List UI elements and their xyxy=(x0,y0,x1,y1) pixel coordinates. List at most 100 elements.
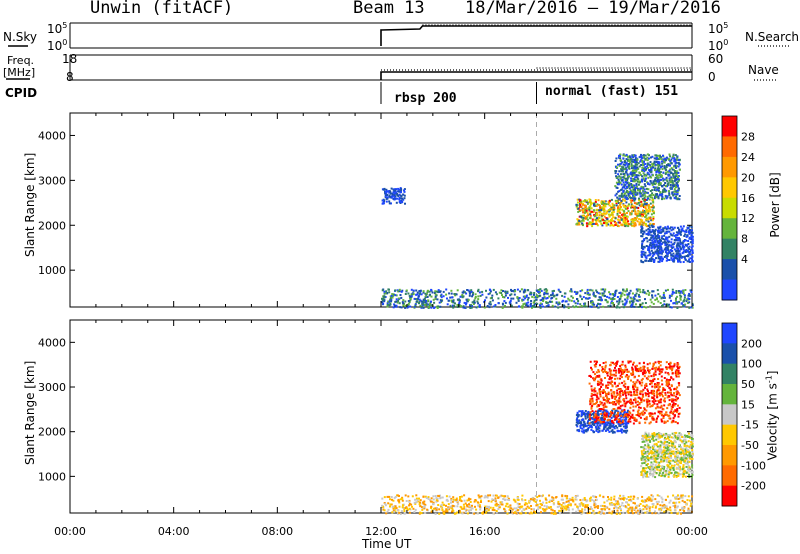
power-panel-point xyxy=(689,289,692,292)
power-panel-point xyxy=(583,200,586,203)
velocity-panel-point xyxy=(596,383,599,385)
velocity-panel-point xyxy=(430,497,433,500)
velocity-panel-point xyxy=(492,506,495,509)
power-panel-point xyxy=(677,184,679,187)
velocity-panel-point xyxy=(600,401,603,404)
power-panel-point xyxy=(629,190,632,193)
power-panel-point xyxy=(624,164,627,167)
velocity-panel-point xyxy=(415,501,418,504)
power-panel-point xyxy=(383,199,386,202)
power-panel-point xyxy=(671,226,674,229)
velocity-panel-point xyxy=(645,385,648,387)
power-panel-point xyxy=(398,290,401,293)
power-panel-point xyxy=(402,304,405,307)
velocity-panel-point xyxy=(630,379,632,382)
velocity-panel-point xyxy=(641,395,644,398)
power-panel-point xyxy=(666,195,669,198)
velocity-panel-point xyxy=(654,368,657,371)
power-panel-point xyxy=(430,288,433,291)
velocity-panel-point xyxy=(622,498,625,500)
power-panel-point xyxy=(658,260,661,263)
power-panel-point xyxy=(605,203,607,206)
power-panel-point xyxy=(671,179,674,182)
power-panel-point xyxy=(635,218,638,221)
power-panel-point xyxy=(650,249,653,252)
power-panel-point xyxy=(690,249,692,252)
velocity-panel-point xyxy=(632,386,634,388)
velocity-panel-point xyxy=(618,399,621,402)
velocity-panel-point xyxy=(606,410,609,413)
velocity-panel-point xyxy=(548,501,551,503)
power-panel-point xyxy=(627,191,630,194)
velocity-panel-point xyxy=(636,403,639,406)
velocity-panel-point xyxy=(649,379,651,382)
velocity-panel-point xyxy=(621,404,624,407)
power-panel-point xyxy=(640,203,643,206)
power-panel-point xyxy=(659,154,661,157)
power-panel-point xyxy=(630,212,633,215)
power-panel-point xyxy=(616,300,619,303)
velocity-panel-point xyxy=(621,423,623,426)
power-panel-point xyxy=(478,304,481,307)
power-panel-point xyxy=(658,252,661,255)
power-panel-point xyxy=(666,247,669,250)
velocity-panel-point xyxy=(580,510,583,513)
power-panel-point xyxy=(646,153,649,156)
velocity-panel-point xyxy=(495,504,498,507)
velocity-panel-point xyxy=(603,413,606,415)
velocity-panel-point xyxy=(477,504,480,507)
power-panel-point xyxy=(529,304,532,307)
power-panel-point xyxy=(672,246,675,249)
power-panel-point xyxy=(664,190,667,193)
velocity-panel-point xyxy=(599,393,602,396)
velocity-panel-point xyxy=(400,510,403,513)
power-panel-point xyxy=(630,163,633,166)
power-panel-point xyxy=(477,302,480,305)
velocity-panel-point xyxy=(571,508,574,511)
power-panel-point xyxy=(633,169,635,172)
power-panel-point xyxy=(568,299,571,302)
power-panel-point xyxy=(650,169,653,172)
power-panel-point xyxy=(570,295,573,298)
power-panel-point xyxy=(644,157,647,160)
power-panel-point xyxy=(678,250,681,252)
power-panel-point xyxy=(593,303,596,306)
velocity-panel-point xyxy=(504,495,506,498)
velocity-panel-point xyxy=(627,386,629,389)
velocity-panel-point xyxy=(676,391,679,394)
velocity-panel-point xyxy=(594,373,596,376)
power-panel-point xyxy=(382,297,385,300)
power-panel-point xyxy=(400,188,403,191)
power-panel-point xyxy=(685,231,688,233)
velocity-panel-point xyxy=(652,495,654,498)
power-panel-point xyxy=(589,221,592,224)
power-panel-point xyxy=(642,199,645,202)
velocity-panel-point xyxy=(645,416,648,419)
power-panel-point xyxy=(641,197,644,200)
velocity-panel-point xyxy=(625,374,628,376)
power-panel-point xyxy=(670,187,673,190)
power-panel-point xyxy=(636,212,639,215)
velocity-panel-point xyxy=(610,430,613,433)
power-panel-point xyxy=(636,158,639,161)
velocity-panel-point xyxy=(657,500,660,503)
power-panel-point xyxy=(654,250,657,253)
power-panel-point xyxy=(635,206,638,209)
velocity-panel-point xyxy=(617,402,620,405)
power-panel-point xyxy=(645,191,648,194)
velocity-panel-point xyxy=(421,502,424,505)
power-panel-point xyxy=(688,306,691,309)
velocity-panel-point xyxy=(659,410,662,413)
power-panel-point xyxy=(639,291,642,294)
power-panel-point xyxy=(504,290,507,293)
power-panel-point xyxy=(610,219,612,222)
velocity-panel-point xyxy=(663,510,666,513)
power-panel-point xyxy=(619,295,622,298)
power-panel-point xyxy=(580,305,583,307)
power-panel-point xyxy=(604,298,607,301)
velocity-panel-point xyxy=(580,415,583,418)
velocity-panel-point xyxy=(552,503,555,506)
power-panel-point xyxy=(636,202,639,205)
power-panel-point xyxy=(517,305,520,308)
power-panel-point xyxy=(588,296,591,299)
